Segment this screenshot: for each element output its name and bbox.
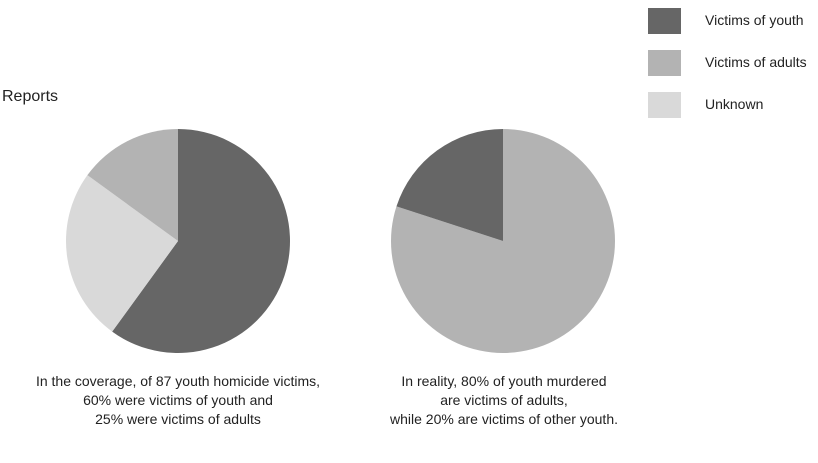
legend-swatch-victims-of-adults (648, 50, 681, 76)
pie-slice-coverage-victims-of-youth (112, 129, 291, 353)
pie-slice-reality-victims-of-youth (396, 129, 503, 241)
caption-reality-line-3: while 20% are victims of other youth. (390, 411, 618, 427)
legend-label-victims-of-adults: Victims of adults (705, 54, 807, 70)
pie-slice-coverage-unknown (66, 175, 178, 332)
legend-swatch-victims-of-youth (648, 8, 681, 34)
caption-coverage-line-2: 60% were victims of youth and (83, 392, 273, 408)
legend-label-unknown: Unknown (705, 96, 764, 112)
legend-swatch-unknown (648, 92, 681, 118)
legend-label-victims-of-youth: Victims of youth (705, 12, 804, 28)
pie-chart-coverage (66, 129, 291, 353)
pie-slice-reality-victims-of-adults (390, 129, 615, 353)
caption-reality: In reality, 80% of youth murdered are vi… (346, 372, 662, 429)
legend-item-victims-of-adults: Victims of adults (648, 50, 816, 92)
caption-reality-line-1: In reality, 80% of youth murdered (401, 373, 607, 389)
caption-coverage: In the coverage, of 87 youth homicide vi… (18, 372, 338, 429)
pie-slice-coverage-victims-of-adults (87, 129, 178, 241)
section-label: Reports (2, 88, 59, 105)
legend-item-victims-of-youth: Victims of youth (648, 8, 816, 50)
legend: Victims of youth Victims of adults Unkno… (648, 8, 816, 134)
caption-coverage-line-1: In the coverage, of 87 youth homicide vi… (35, 373, 321, 389)
caption-reality-line-2: are victims of adults, (440, 392, 568, 408)
caption-coverage-line-3: 25% were victims of adults (95, 411, 261, 427)
legend-item-unknown: Unknown (648, 92, 816, 134)
pie-chart-reality (390, 129, 615, 353)
